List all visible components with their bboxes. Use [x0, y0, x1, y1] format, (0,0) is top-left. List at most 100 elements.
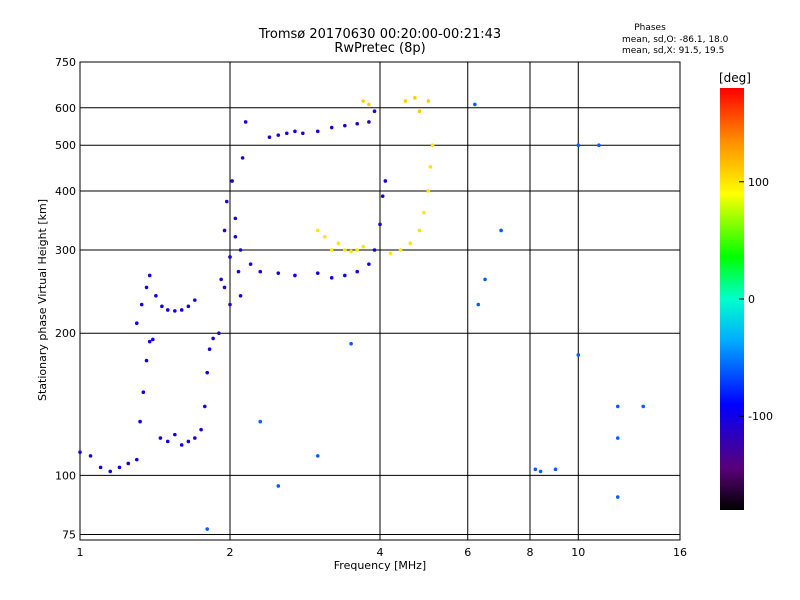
data-point — [476, 302, 481, 307]
data-point — [276, 271, 281, 275]
data-point — [641, 404, 646, 409]
colorbar-ticks: 100 0 -100 — [739, 176, 773, 423]
data-point — [126, 461, 131, 466]
x-tick-label: 4 — [377, 546, 384, 559]
data-point — [293, 273, 297, 278]
data-point — [248, 262, 253, 266]
chart-subtitle: RwPretec (8p) — [334, 41, 425, 56]
data-point — [597, 143, 601, 147]
data-point — [576, 143, 581, 147]
colorbar-label: [deg] — [719, 71, 751, 85]
data-point — [372, 109, 377, 114]
data-point — [372, 248, 377, 252]
data-point — [615, 495, 620, 499]
x-tick-label: 6 — [464, 546, 471, 559]
data-point — [179, 308, 184, 312]
data-point — [417, 228, 422, 233]
data-point — [329, 125, 334, 130]
data-point — [533, 467, 538, 472]
data-point — [160, 304, 164, 309]
data-point — [315, 129, 320, 134]
data-point — [361, 244, 365, 249]
data-point — [222, 228, 227, 233]
colorbar-tick-label: 100 — [748, 176, 769, 189]
data-point — [243, 120, 248, 124]
data-point — [186, 439, 191, 444]
data-point — [315, 228, 320, 233]
data-point — [217, 331, 221, 336]
data-point — [193, 298, 197, 302]
data-point — [144, 358, 149, 363]
data-point — [258, 419, 263, 424]
x-tick-label: 1 — [77, 546, 84, 559]
data-point — [230, 179, 234, 183]
data-point — [98, 465, 103, 470]
data-point — [138, 419, 142, 424]
data-point — [329, 248, 334, 252]
data-point — [186, 304, 191, 309]
data-point — [236, 269, 241, 274]
data-point — [258, 269, 263, 274]
data-point — [165, 308, 170, 312]
chart-title: Tromsø 20170630 00:20:00-00:21:43 — [258, 27, 501, 42]
data-point — [343, 273, 347, 278]
data-point — [367, 262, 371, 266]
y-tick-label: 500 — [55, 139, 76, 152]
data-point — [158, 436, 163, 440]
data-point — [141, 390, 146, 395]
data-point — [355, 269, 359, 274]
data-point — [284, 131, 289, 136]
data-point — [336, 241, 341, 246]
data-point — [430, 143, 435, 147]
data-point — [343, 123, 347, 128]
data-point — [315, 454, 320, 458]
data-point — [355, 248, 359, 252]
data-point — [165, 439, 170, 444]
y-tick-label: 750 — [55, 56, 76, 69]
data-point — [233, 216, 238, 221]
y-tick-label: 100 — [55, 469, 76, 482]
data-point — [315, 271, 320, 275]
data-point — [151, 337, 155, 342]
data-point — [238, 248, 243, 252]
data-point — [398, 248, 403, 252]
data-point — [134, 457, 139, 462]
data-point — [615, 436, 620, 440]
y-axis-label: Stationary phase Virtual Height [km] — [36, 199, 49, 401]
data-point — [323, 234, 327, 239]
data-point — [422, 210, 426, 215]
data-point — [301, 131, 305, 136]
data-point — [173, 432, 177, 437]
stats-o-mode: mean, sd,O: -86.1, 18.0 — [622, 35, 729, 45]
data-point — [378, 222, 382, 227]
colorbar-tick-label: 0 — [748, 293, 755, 306]
data-point — [154, 293, 158, 298]
stats-x-mode: mean, sd,X: 91.5, 19.5 — [622, 46, 724, 56]
data-point — [139, 302, 144, 307]
data-point — [134, 321, 139, 325]
data-point — [293, 129, 297, 134]
y-tick-label: 400 — [55, 185, 76, 198]
data-point — [173, 309, 177, 313]
data-point — [553, 467, 558, 472]
data-point — [205, 370, 209, 375]
data-point — [219, 277, 223, 282]
data-point — [329, 275, 334, 280]
data-point — [388, 251, 393, 256]
data-point — [193, 436, 197, 440]
data-point — [228, 302, 232, 307]
data-point — [240, 156, 245, 160]
data-point — [276, 484, 281, 488]
data-point — [426, 189, 431, 193]
y-tick-label: 600 — [55, 102, 76, 115]
data-point — [202, 404, 207, 409]
data-point — [413, 95, 417, 100]
x-tick-label: 8 — [527, 546, 534, 559]
data-point — [238, 293, 243, 298]
data-point — [383, 179, 388, 183]
data-point — [349, 341, 353, 346]
data-point — [367, 102, 371, 107]
data-point — [426, 99, 431, 103]
data-point — [228, 255, 232, 259]
data-point — [403, 99, 408, 103]
